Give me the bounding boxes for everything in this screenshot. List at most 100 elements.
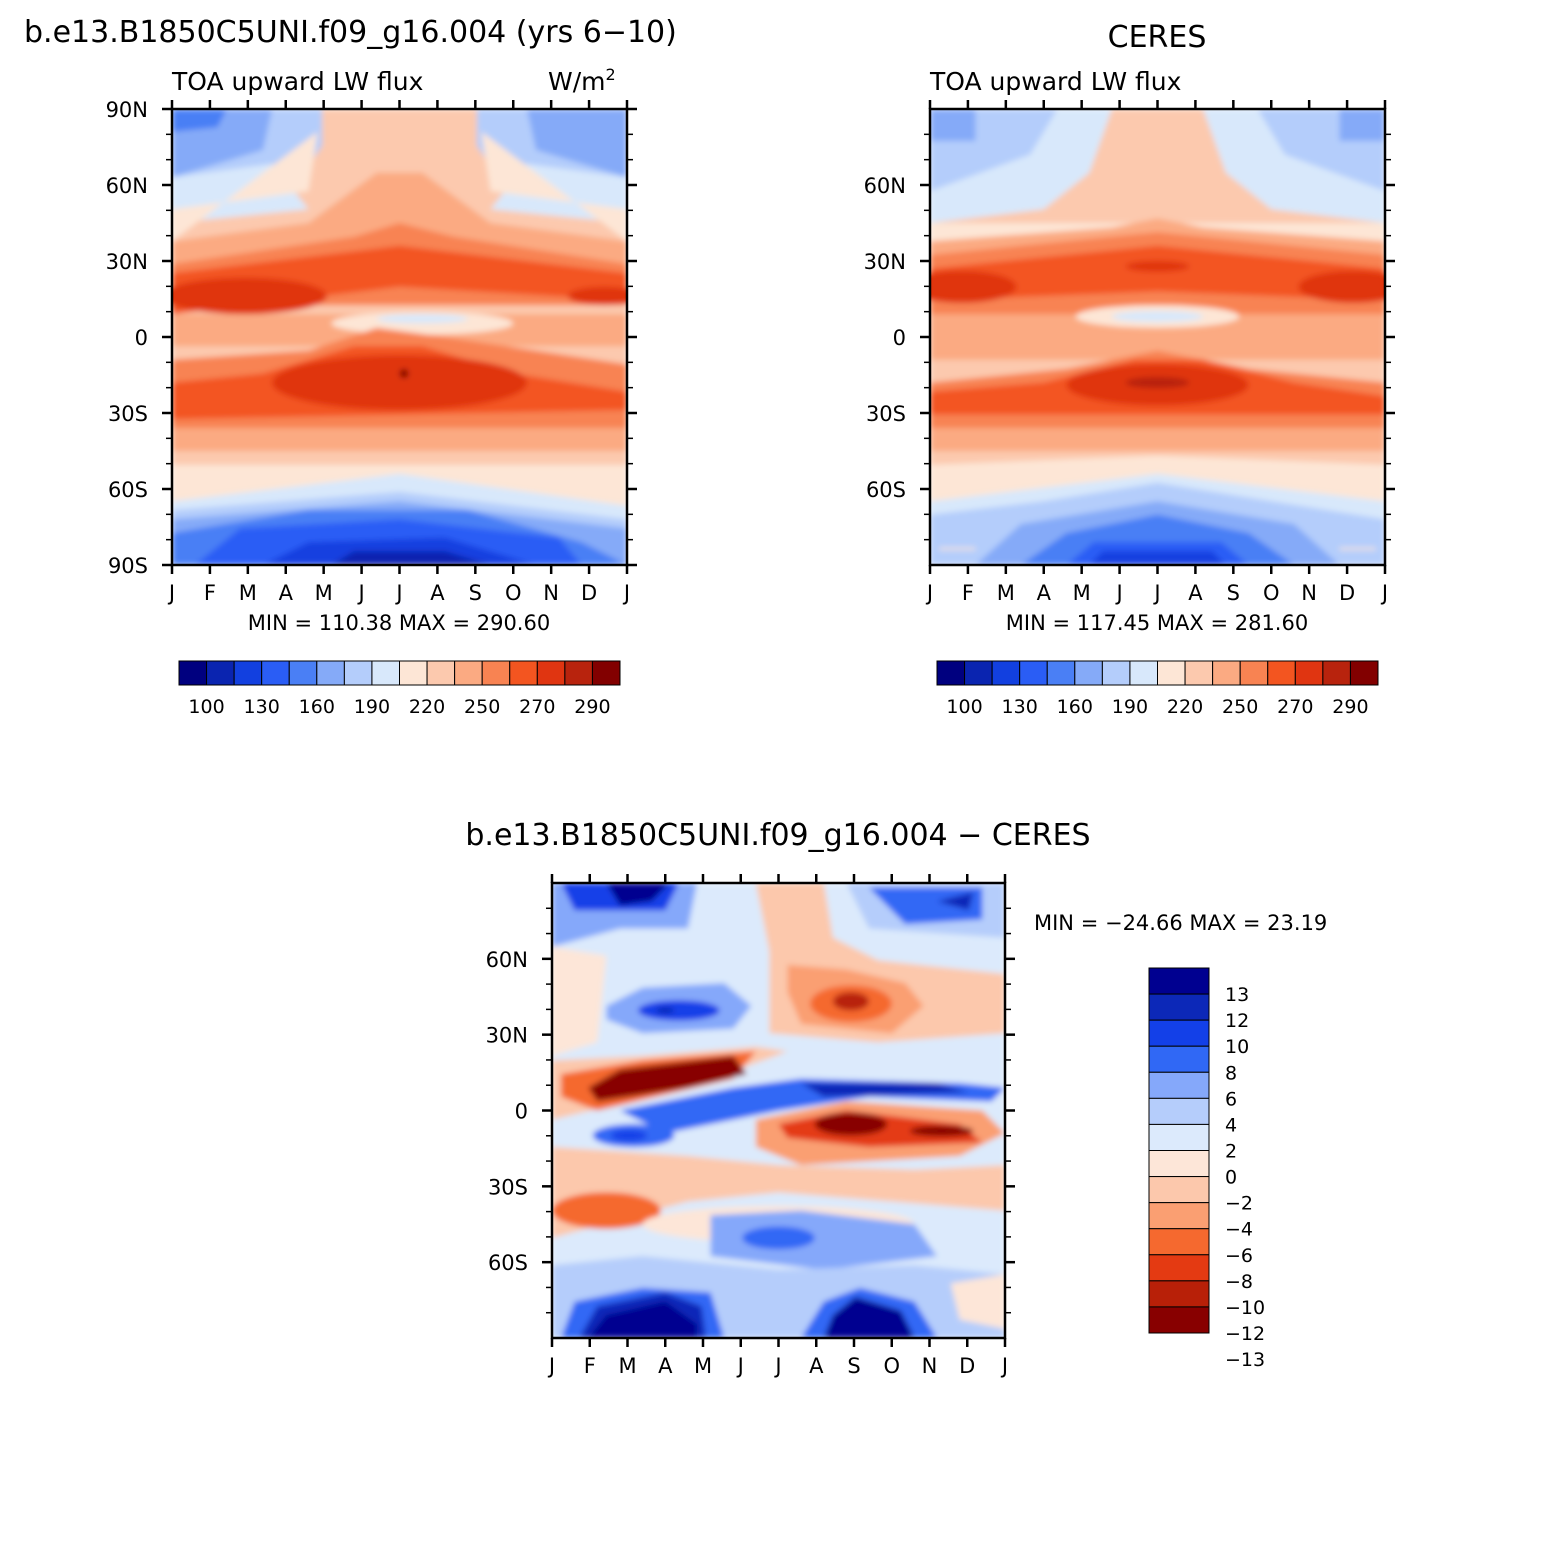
- diff-colorbar-swatch: [1148, 1071, 1210, 1099]
- contour-band: [1339, 109, 1385, 141]
- contour-band: [930, 270, 1017, 303]
- contour-band: [552, 946, 607, 1056]
- model-field: [172, 109, 627, 565]
- contour-band: [172, 428, 627, 451]
- obs-colorbar-label: 190: [1112, 696, 1148, 718]
- obs-x-tick-label: A: [1037, 581, 1052, 605]
- diff-x-tick-label: N: [922, 1354, 938, 1378]
- obs-y-tick-label: 60N: [864, 174, 906, 198]
- obs-colorbar-swatch: [1157, 660, 1186, 686]
- model-colorbar-label: 250: [464, 696, 500, 718]
- diff-x-tick-label: D: [959, 1354, 975, 1378]
- contour-band: [930, 109, 976, 141]
- diff-colorbar-swatch: [1148, 993, 1210, 1021]
- obs-x-tick-label: A: [1188, 581, 1203, 605]
- model-colorbar-swatch: [591, 660, 621, 686]
- model-x-tick-label: J: [622, 581, 630, 605]
- obs-field: [930, 109, 1385, 565]
- obs-x-tick-label: O: [1263, 581, 1280, 605]
- contour-band: [172, 131, 318, 242]
- diff-colorbar-swatch: [1148, 1150, 1210, 1178]
- model-x-tick-label: A: [430, 581, 445, 605]
- diff-colorbar-label: 13: [1225, 984, 1249, 1006]
- model-x-tick-label: A: [279, 581, 294, 605]
- obs-y-tick-label: 60S: [866, 478, 906, 502]
- contour-band: [1339, 547, 1376, 550]
- obs-colorbar-swatch: [964, 660, 993, 686]
- obs-colorbar-swatch: [1267, 660, 1296, 686]
- obs-x-tick-label: J: [1114, 581, 1122, 605]
- diff-y-tick-label: 30N: [486, 1024, 528, 1048]
- diff-colorbar-label: 4: [1225, 1114, 1237, 1136]
- model-colorbar-swatch: [426, 660, 456, 686]
- obs-colorbar-swatch: [1322, 660, 1351, 686]
- model-colorbar-swatch: [178, 660, 208, 686]
- diff-colorbar-swatch: [1148, 1097, 1210, 1125]
- diff-colorbar-label: 8: [1225, 1062, 1237, 1084]
- contour-band: [588, 1055, 747, 1102]
- contour-band: [172, 277, 327, 315]
- model-x-tick-label: N: [543, 581, 559, 605]
- model-y-tick-label: 90N: [106, 98, 148, 122]
- contour-band: [939, 547, 976, 550]
- diff-colorbar-label: −8: [1225, 1271, 1253, 1293]
- model-y-tick-label: 30N: [106, 250, 148, 274]
- model-colorbar-swatch: [564, 660, 593, 686]
- contour-band: [399, 368, 409, 379]
- diff-colorbar-swatch: [1148, 1202, 1210, 1230]
- model-colorbar-swatch: [316, 660, 345, 686]
- diff-field: [552, 883, 1005, 1338]
- obs-title: CERES: [1108, 20, 1207, 55]
- diff-colorbar-label: 0: [1225, 1167, 1237, 1189]
- contour-band: [172, 109, 227, 132]
- diff-x-tick-label: F: [584, 1354, 596, 1378]
- model-y-tick-label: 30S: [108, 402, 148, 426]
- diff-colorbar-label: −4: [1225, 1219, 1253, 1241]
- field-layers: [172, 109, 627, 565]
- model-colorbar-swatch: [261, 660, 290, 686]
- contour-band: [1089, 551, 1226, 565]
- diff-x-tick-label: A: [809, 1354, 824, 1378]
- contour-band: [869, 887, 983, 924]
- contour-band: [930, 245, 1385, 301]
- obs-x-tick-label: M: [997, 581, 1015, 605]
- obs-colorbar-label: 220: [1167, 696, 1203, 718]
- diff-colorbar-swatch: [1148, 1228, 1210, 1256]
- diff-colorbar-label: −6: [1225, 1245, 1253, 1267]
- diff-colorbar-swatch: [1148, 967, 1210, 995]
- obs-y-tick-label: 0: [893, 326, 906, 350]
- diff-colorbar-label: −12: [1225, 1323, 1265, 1345]
- obs-colorbar-label: 130: [1002, 696, 1038, 718]
- model-colorbar-label: 270: [519, 696, 555, 718]
- model-x-tick-label: M: [315, 581, 333, 605]
- model-colorbar-swatch: [481, 660, 511, 686]
- obs-panel: CERES TOA upward LW flux J F M A M J J A S O N D J60…: [864, 20, 1395, 718]
- obs-x-tick-label: M: [1073, 581, 1091, 605]
- obs-colorbar-swatch: [1101, 660, 1131, 686]
- model-x-tick-label: S: [469, 581, 482, 605]
- field-layers: [930, 109, 1385, 565]
- obs-x-tick-label: D: [1339, 581, 1355, 605]
- model-colorbar-swatch: [399, 660, 428, 686]
- model-colorbar-label: 190: [354, 696, 390, 718]
- contour-band: [814, 1112, 888, 1136]
- obs-colorbar-swatch: [1184, 660, 1214, 686]
- obs-colorbar-swatch: [991, 660, 1021, 686]
- obs-x-tick-label: J: [925, 581, 933, 605]
- model-x-tick-label: F: [204, 581, 216, 605]
- model-stats: MIN = 110.38 MAX = 290.60: [248, 611, 550, 635]
- model-colorbar-label: 290: [574, 696, 610, 718]
- obs-colorbar-swatch: [1129, 660, 1158, 686]
- contour-band: [832, 992, 870, 1011]
- contour-band: [526, 109, 627, 178]
- model-colorbar-swatch: [509, 660, 538, 686]
- obs-colorbar-swatch: [1294, 660, 1324, 686]
- diff-x-tick-label: J: [773, 1354, 781, 1378]
- model-colorbar: 100 130 160 190 220 250 270 290: [178, 660, 621, 718]
- contour-band: [610, 1130, 648, 1141]
- model-x-tick-label: O: [505, 581, 522, 605]
- diff-colorbar-label: 12: [1225, 1010, 1249, 1032]
